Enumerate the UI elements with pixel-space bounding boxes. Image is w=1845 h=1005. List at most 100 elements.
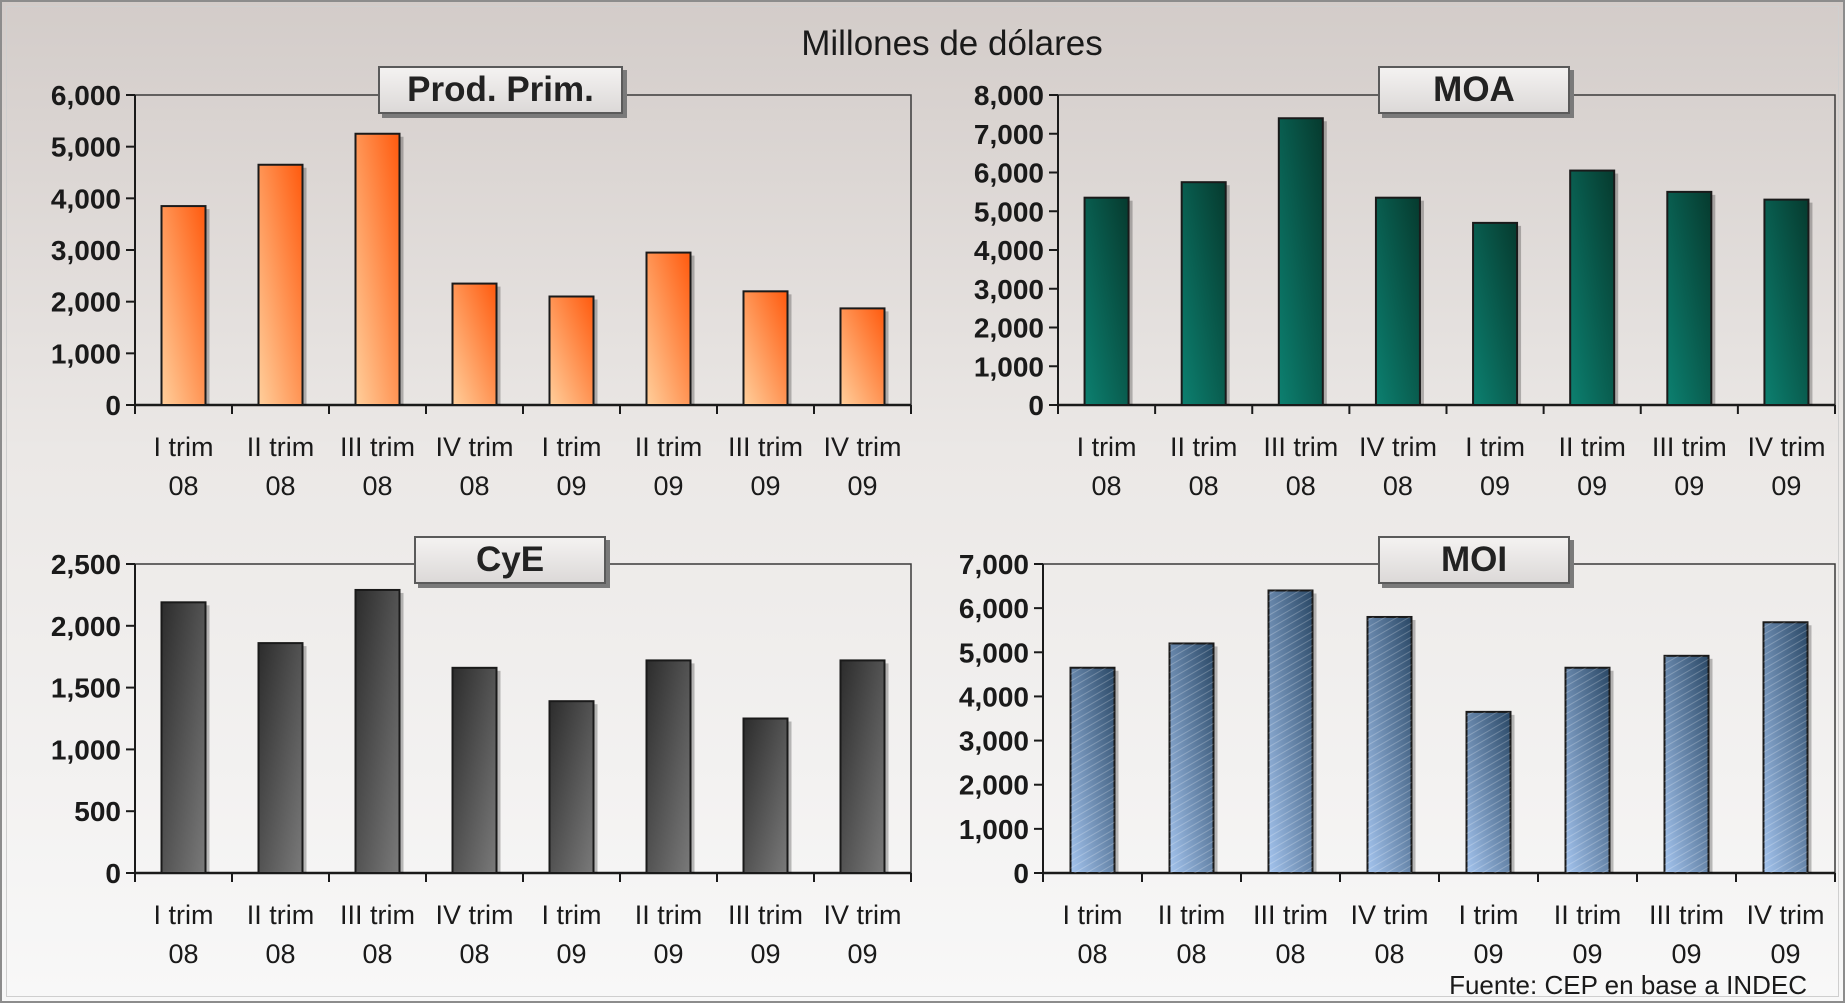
moa-x-tick-label: I trim	[1077, 432, 1137, 462]
moa-x-tick-label: II trim	[1558, 432, 1626, 462]
moa-x-tick-label: IV trim	[1747, 432, 1825, 462]
cye-x-tick-label-year: 08	[362, 939, 392, 969]
moi-bar-hatch	[1268, 590, 1313, 873]
moi-y-tick-label: 0	[1013, 858, 1029, 889]
moa-x-tick-label: III trim	[1652, 432, 1727, 462]
moa-x-tick-label-year: 09	[1577, 471, 1607, 501]
moi-bar-hatch	[1466, 711, 1511, 873]
prod-prim-bar	[160, 205, 207, 406]
moa-bar	[1569, 169, 1616, 406]
prod-prim-x-tick-label-year: 08	[265, 471, 295, 501]
prod-prim-y-tick-label: 3,000	[51, 235, 121, 266]
prod-prim-x-tick-label-year: 09	[556, 471, 586, 501]
cye-x-tick-label: IV trim	[436, 900, 514, 930]
moi-x-tick-label-year: 08	[1176, 939, 1206, 969]
prod-prim-y-tick-label: 5,000	[51, 132, 121, 163]
cye-x-tick-label: IV trim	[824, 900, 902, 930]
moa-y-tick-label: 0	[1028, 390, 1044, 421]
prod-prim-x-tick-label: III trim	[728, 432, 803, 462]
moi-x-tick-label: II trim	[1554, 900, 1622, 930]
cye-bar	[645, 659, 692, 875]
moa-y-tick-label: 4,000	[974, 235, 1044, 266]
moi-x-tick-label: III trim	[1649, 900, 1724, 930]
prod-prim-y-tick-label: 2,000	[51, 287, 121, 318]
prod-prim-bar	[548, 295, 595, 406]
moa-y-tick-label: 5,000	[974, 196, 1044, 227]
prod-prim-x-tick-label-year: 08	[362, 471, 392, 501]
cye-bar	[451, 666, 498, 874]
prod-prim-x-tick-label-year: 09	[847, 471, 877, 501]
moa-bar	[1763, 198, 1810, 406]
moa-bar	[1180, 181, 1227, 406]
moi-y-tick-label: 7,000	[959, 549, 1029, 580]
prod-prim-x-tick-label: IV trim	[824, 432, 902, 462]
moa-x-tick-label-year: 08	[1286, 471, 1316, 501]
prod-prim-x-tick-label-year: 09	[750, 471, 780, 501]
moi-bar-hatch	[1664, 655, 1709, 873]
moa-x-tick-label-year: 08	[1189, 471, 1219, 501]
cye-bar	[257, 642, 304, 874]
cye-x-tick-label: I trim	[542, 900, 602, 930]
moa-x-tick-label-year: 09	[1771, 471, 1801, 501]
moi-x-tick-label: IV trim	[1351, 900, 1429, 930]
prod-prim-x-tick-label: IV trim	[436, 432, 514, 462]
prod-prim-bar	[742, 290, 789, 407]
prod-prim-bar	[451, 282, 498, 407]
moa-x-tick-label: II trim	[1170, 432, 1238, 462]
cye-x-tick-label-year: 09	[847, 939, 877, 969]
moa-x-tick-label-year: 09	[1480, 471, 1510, 501]
moi-y-tick-label: 4,000	[959, 681, 1029, 712]
moa-y-tick-label: 1,000	[974, 351, 1044, 382]
cye-x-tick-label: II trim	[247, 900, 315, 930]
moa-y-tick-label: 2,000	[974, 313, 1044, 344]
cye-x-tick-label-year: 09	[556, 939, 586, 969]
prod-prim-x-tick-label: I trim	[154, 432, 214, 462]
moi-x-tick-label: II trim	[1158, 900, 1226, 930]
cye-x-tick-label: III trim	[728, 900, 803, 930]
moa-x-tick-label-year: 09	[1674, 471, 1704, 501]
cye-x-tick-label-year: 08	[168, 939, 198, 969]
prod-prim-y-tick-label: 0	[105, 390, 121, 421]
cye-x-tick-label-year: 09	[653, 939, 683, 969]
prod-prim-x-tick-label: I trim	[542, 432, 602, 462]
moa-bar	[1374, 196, 1421, 406]
cye-x-tick-label: I trim	[154, 900, 214, 930]
cye-x-tick-label: II trim	[635, 900, 703, 930]
moa-x-tick-label: III trim	[1263, 432, 1338, 462]
prod-prim-plot-area	[134, 94, 912, 406]
cye-bar	[160, 601, 207, 874]
source-note: Fuente: CEP en base a INDEC	[1449, 970, 1807, 1000]
moa-bar	[1666, 190, 1713, 406]
main-title: Millones de dólares	[801, 24, 1103, 63]
moi-y-tick-label: 5,000	[959, 637, 1029, 668]
cye-y-tick-label: 1,000	[51, 734, 121, 765]
cye-y-tick-label: 0	[105, 858, 121, 889]
moi-x-tick-label-year: 09	[1671, 939, 1701, 969]
moi-y-tick-label: 3,000	[959, 726, 1029, 757]
moa-x-tick-label-year: 08	[1092, 471, 1122, 501]
moi-bar-hatch	[1565, 667, 1610, 873]
moi-y-tick-label: 2,000	[959, 770, 1029, 801]
prod-prim-x-tick-label: II trim	[635, 432, 703, 462]
moi-bar-hatch	[1763, 622, 1808, 873]
moa-y-tick-label: 6,000	[974, 158, 1044, 189]
cye-y-tick-label: 2,500	[51, 549, 121, 580]
moi-plot-area	[1042, 563, 1836, 874]
moi-x-tick-label: IV trim	[1747, 900, 1825, 930]
cye-plot-area	[134, 563, 912, 874]
moi-bar-hatch	[1070, 667, 1115, 873]
moa-x-tick-label-year: 08	[1383, 471, 1413, 501]
prod-prim-y-tick-label: 4,000	[51, 183, 121, 214]
prod-prim-x-tick-label-year: 08	[459, 471, 489, 501]
prod-prim-bar	[354, 132, 401, 406]
prod-prim-x-tick-label: III trim	[340, 432, 415, 462]
moi-y-tick-label: 1,000	[959, 814, 1029, 845]
moa-x-tick-label: IV trim	[1359, 432, 1437, 462]
cye-x-tick-label-year: 08	[265, 939, 295, 969]
moa-x-tick-label: I trim	[1465, 432, 1525, 462]
moa-bar	[1277, 117, 1324, 406]
cye-y-tick-label: 1,500	[51, 673, 121, 704]
cye-x-tick-label-year: 09	[750, 939, 780, 969]
